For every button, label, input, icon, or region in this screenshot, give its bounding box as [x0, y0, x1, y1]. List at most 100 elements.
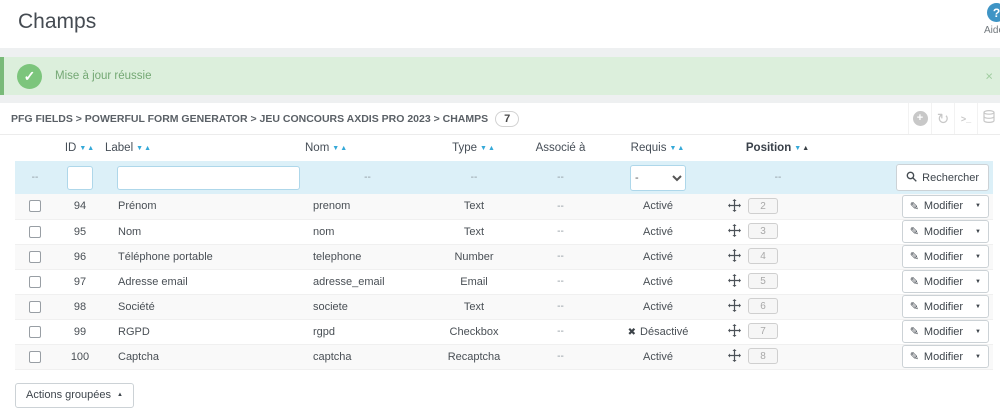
- cell-requis: ✖ Désactivé: [603, 319, 713, 345]
- table-row: 99 RGPD rgpd Checkbox -- ✖ Désactivé 7 ✎ …: [15, 319, 993, 345]
- edit-button-label: Modifier: [923, 350, 964, 363]
- header-label[interactable]: Label ▼▲: [105, 142, 153, 154]
- edit-button[interactable]: ✎ Modifier ▼: [901, 245, 989, 268]
- edit-button-label: Modifier: [923, 300, 964, 313]
- success-alert: ✓ Mise à jour réussie ×: [0, 57, 1000, 95]
- filter-label-input[interactable]: [117, 165, 300, 190]
- move-handle-icon[interactable]: [728, 199, 741, 212]
- row-checkbox[interactable]: [29, 250, 41, 263]
- move-handle-icon[interactable]: [728, 324, 741, 338]
- row-checkbox[interactable]: [29, 350, 41, 363]
- move-handle-icon[interactable]: [728, 349, 741, 363]
- close-icon[interactable]: ×: [985, 68, 993, 84]
- filter-id-input[interactable]: [67, 165, 93, 190]
- question-icon[interactable]: ?: [987, 3, 1000, 22]
- sort-icons[interactable]: ▼▲: [79, 145, 95, 152]
- row-checkbox[interactable]: [29, 275, 41, 288]
- bulk-actions-button[interactable]: Actions groupées ▲: [15, 382, 134, 408]
- header-checkbox: [15, 135, 55, 161]
- header-id[interactable]: ID ▼▲: [64, 142, 96, 154]
- edit-button[interactable]: ✎ Modifier ▼: [901, 270, 989, 293]
- edit-button-label: Modifier: [923, 225, 964, 238]
- position-value: 6: [748, 297, 778, 314]
- pencil-icon: ✎: [909, 276, 919, 288]
- requis-status: Activé: [643, 300, 673, 313]
- cell-nom: captcha: [305, 344, 430, 370]
- position-value: 3: [748, 222, 778, 239]
- filter-type-dash: --: [430, 161, 518, 194]
- sort-up-icon: ▲: [677, 145, 686, 152]
- header-nom[interactable]: Nom ▼▲: [305, 142, 349, 154]
- pencil-icon: ✎: [909, 251, 919, 263]
- sort-icons[interactable]: ▼▲: [480, 145, 496, 152]
- position-value: 5: [748, 272, 778, 289]
- edit-button[interactable]: ✎ Modifier ▼: [901, 345, 989, 368]
- edit-button[interactable]: ✎ Modifier ▼: [901, 320, 989, 343]
- filter-checkbox-dash: --: [15, 161, 55, 194]
- cell-nom: telephone: [305, 244, 430, 270]
- cell-label: RGPD: [105, 319, 305, 345]
- sort-icons[interactable]: ▼▲: [136, 145, 152, 152]
- header-type[interactable]: Type ▼▲: [452, 142, 496, 154]
- cell-requis: Activé: [603, 244, 713, 270]
- search-button[interactable]: Rechercher: [896, 164, 989, 191]
- add-button[interactable]: +: [908, 103, 931, 134]
- table-row: 98 Société societe Text -- Activé 6 ✎ Mo…: [15, 294, 993, 320]
- cell-associe: --: [518, 244, 603, 270]
- sort-up-icon: ▲: [340, 145, 349, 152]
- sql-button[interactable]: [977, 103, 1000, 134]
- filter-position-dash: --: [713, 161, 843, 194]
- move-handle-icon[interactable]: [728, 249, 741, 263]
- cell-associe: --: [518, 194, 603, 220]
- cell-nom: nom: [305, 219, 430, 245]
- sort-down-icon: ▼: [669, 145, 678, 152]
- check-icon: ✓: [17, 63, 42, 89]
- row-checkbox[interactable]: [29, 200, 41, 213]
- move-handle-icon[interactable]: [728, 274, 741, 288]
- edit-button-label: Modifier: [923, 325, 964, 338]
- filter-row: -- -- -- -- - --: [15, 161, 993, 194]
- move-handle-icon[interactable]: [728, 224, 741, 238]
- sort-up-icon: ▲: [144, 145, 153, 152]
- cell-label: Téléphone portable: [105, 244, 305, 270]
- cell-id: 94: [55, 194, 105, 220]
- console-button[interactable]: >_: [954, 103, 977, 134]
- sort-icons[interactable]: ▼▲: [794, 145, 810, 152]
- row-checkbox[interactable]: [29, 300, 41, 313]
- refresh-button[interactable]: ↻: [931, 103, 954, 134]
- position-value: 7: [748, 322, 778, 339]
- cell-type: Number: [430, 244, 518, 270]
- cell-requis: Activé: [603, 294, 713, 320]
- filter-requis-select[interactable]: -: [630, 164, 686, 191]
- sort-icons[interactable]: ▼▲: [332, 145, 348, 152]
- refresh-icon: ↻: [936, 110, 950, 128]
- top-bar: Champs ? Aide: [0, 0, 1000, 48]
- requis-status: Activé: [643, 350, 673, 363]
- sort-down-icon: ▼: [480, 145, 488, 152]
- header-position[interactable]: Position ▼▲: [745, 142, 811, 154]
- sort-icons[interactable]: ▼▲: [669, 145, 685, 152]
- edit-button[interactable]: ✎ Modifier ▼: [901, 220, 989, 243]
- help-button[interactable]: ? Aide: [984, 3, 1000, 36]
- position-value: 8: [748, 347, 778, 364]
- row-checkbox[interactable]: [29, 325, 41, 338]
- header-actions: [843, 135, 993, 161]
- cell-label: Prénom: [105, 194, 305, 220]
- edit-button[interactable]: ✎ Modifier ▼: [901, 194, 989, 218]
- cell-type: Text: [430, 219, 518, 245]
- cell-associe: --: [518, 269, 603, 295]
- sort-down-icon: ▼: [332, 145, 341, 152]
- row-checkbox[interactable]: [29, 225, 41, 238]
- header-requis[interactable]: Requis ▼▲: [630, 142, 686, 154]
- cell-id: 99: [55, 319, 105, 345]
- cell-id: 98: [55, 294, 105, 320]
- edit-button-label: Modifier: [923, 275, 964, 288]
- cell-associe: --: [518, 294, 603, 320]
- cell-associe: --: [518, 319, 603, 345]
- sort-up-icon: ▲: [802, 145, 811, 152]
- search-icon: [906, 171, 917, 185]
- pencil-icon: ✎: [909, 200, 919, 213]
- table-row: 96 Téléphone portable telephone Number -…: [15, 244, 993, 270]
- move-handle-icon[interactable]: [728, 299, 741, 313]
- edit-button[interactable]: ✎ Modifier ▼: [901, 295, 989, 318]
